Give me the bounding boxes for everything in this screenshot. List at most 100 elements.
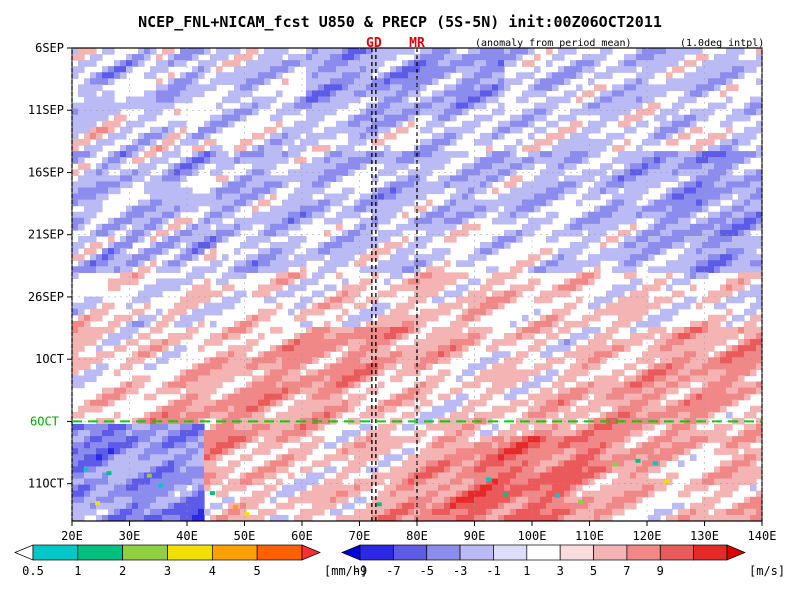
heatmap-cell xyxy=(696,405,703,413)
heatmap-cell xyxy=(744,132,751,140)
heatmap-cell xyxy=(516,126,523,134)
heatmap-cell xyxy=(708,72,715,79)
heatmap-cell xyxy=(636,48,643,55)
heatmap-cell xyxy=(360,411,367,419)
heatmap-cell xyxy=(678,357,685,364)
heatmap-cell xyxy=(180,314,187,322)
heatmap-cell xyxy=(162,84,169,92)
heatmap-cell xyxy=(150,393,157,401)
heatmap-cell xyxy=(420,193,427,201)
heatmap-cell xyxy=(630,260,637,267)
heatmap-cell xyxy=(222,405,229,413)
heatmap-cell xyxy=(546,217,553,225)
heatmap-cell xyxy=(456,211,463,219)
heatmap-cell xyxy=(282,430,289,437)
heatmap-cell xyxy=(348,314,355,322)
heatmap-cell xyxy=(456,175,463,183)
heatmap-cell xyxy=(648,102,655,110)
heatmap-cell xyxy=(318,242,325,249)
heatmap-cell xyxy=(516,193,523,201)
heatmap-cell xyxy=(126,278,133,286)
heatmap-cell xyxy=(180,72,187,79)
heatmap-cell xyxy=(510,333,517,340)
heatmap-cell xyxy=(402,314,409,322)
heatmap-cell xyxy=(186,157,193,164)
heatmap-cell xyxy=(504,181,511,189)
heatmap-cell xyxy=(216,145,223,152)
heatmap-cell xyxy=(402,284,409,292)
heatmap-cell xyxy=(114,320,121,328)
heatmap-cell xyxy=(636,248,643,255)
heatmap-cell xyxy=(90,242,97,249)
heatmap-cell xyxy=(744,199,751,207)
heatmap-cell xyxy=(366,411,373,419)
heatmap-cell xyxy=(516,351,523,358)
heatmap-cell xyxy=(102,126,109,134)
heatmap-cell xyxy=(366,235,373,243)
heatmap-cell xyxy=(564,78,571,85)
heatmap-cell xyxy=(390,78,397,85)
heatmap-cell xyxy=(198,393,205,401)
heatmap-cell xyxy=(234,78,241,85)
heatmap-cell xyxy=(552,229,559,237)
heatmap-cell xyxy=(168,126,175,134)
heatmap-cell xyxy=(342,278,349,286)
heatmap-cell xyxy=(660,369,667,377)
heatmap-cell xyxy=(318,48,325,55)
heatmap-cell xyxy=(540,187,547,195)
heatmap-cell xyxy=(456,78,463,85)
heatmap-cell xyxy=(690,187,697,195)
heatmap-cell xyxy=(258,399,265,407)
heatmap-cell xyxy=(108,320,115,328)
heatmap-cell xyxy=(684,157,691,164)
heatmap-cell xyxy=(228,326,235,334)
heatmap-cell xyxy=(600,375,607,383)
heatmap-cell xyxy=(576,132,583,140)
heatmap-cell xyxy=(600,399,607,407)
heatmap-cell xyxy=(150,423,157,431)
heatmap-cell xyxy=(234,411,241,419)
heatmap-cell xyxy=(594,272,601,280)
heatmap-cell xyxy=(186,235,193,243)
heatmap-cell xyxy=(432,278,439,286)
heatmap-cell xyxy=(636,320,643,328)
heatmap-cell xyxy=(612,102,619,110)
heatmap-cell xyxy=(522,229,529,237)
heatmap-cell xyxy=(696,187,703,195)
heatmap-cell xyxy=(474,205,481,213)
heatmap-cell xyxy=(72,375,79,383)
heatmap-cell xyxy=(240,84,247,92)
heatmap-cell xyxy=(528,405,535,413)
heatmap-cell xyxy=(684,302,691,310)
heatmap-cell xyxy=(486,411,493,419)
heatmap-cell xyxy=(228,357,235,364)
heatmap-cell xyxy=(138,290,145,298)
heatmap-cell xyxy=(174,308,181,316)
heatmap-cell xyxy=(750,357,757,364)
heatmap-cell xyxy=(624,339,631,346)
heatmap-cell xyxy=(228,363,235,370)
heatmap-cell xyxy=(204,399,211,407)
heatmap-cell xyxy=(630,90,637,98)
heatmap-cell xyxy=(156,157,163,164)
heatmap-cell xyxy=(120,102,127,110)
heatmap-cell xyxy=(666,151,673,158)
heatmap-cell xyxy=(582,169,589,176)
heatmap-cell xyxy=(444,108,451,116)
heatmap-cell xyxy=(360,284,367,292)
heatmap-cell xyxy=(240,181,247,189)
heatmap-cell xyxy=(612,114,619,122)
heatmap-cell xyxy=(336,102,343,110)
heatmap-cell xyxy=(630,399,637,407)
heatmap-cell xyxy=(240,54,247,61)
heatmap-cell xyxy=(144,363,151,370)
heatmap-cell xyxy=(228,272,235,280)
heatmap-cell xyxy=(336,242,343,249)
heatmap-cell xyxy=(750,290,757,298)
heatmap-cell xyxy=(396,345,403,352)
heatmap-cell xyxy=(288,381,295,389)
heatmap-cell xyxy=(174,381,181,389)
heatmap-cell xyxy=(168,278,175,286)
heatmap-cell xyxy=(72,54,79,61)
heatmap-cell xyxy=(96,242,103,249)
